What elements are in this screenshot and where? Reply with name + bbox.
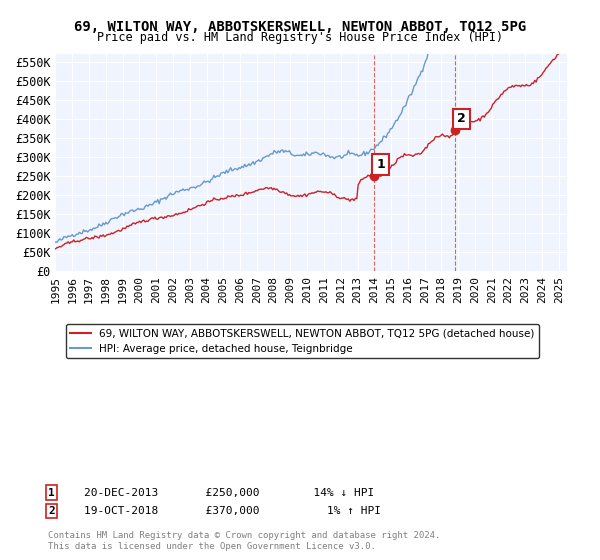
Text: 69, WILTON WAY, ABBOTSKERSWELL, NEWTON ABBOT, TQ12 5PG: 69, WILTON WAY, ABBOTSKERSWELL, NEWTON A… (74, 20, 526, 34)
Text: 2: 2 (48, 506, 55, 516)
Legend: 69, WILTON WAY, ABBOTSKERSWELL, NEWTON ABBOT, TQ12 5PG (detached house), HPI: Av: 69, WILTON WAY, ABBOTSKERSWELL, NEWTON A… (66, 324, 539, 358)
Text: 20-DEC-2013       £250,000        14% ↓ HPI: 20-DEC-2013 £250,000 14% ↓ HPI (84, 488, 374, 498)
Text: Contains HM Land Registry data © Crown copyright and database right 2024.
This d: Contains HM Land Registry data © Crown c… (48, 531, 440, 551)
Text: 1: 1 (376, 158, 385, 171)
Text: 19-OCT-2018       £370,000          1% ↑ HPI: 19-OCT-2018 £370,000 1% ↑ HPI (84, 506, 381, 516)
Text: Price paid vs. HM Land Registry's House Price Index (HPI): Price paid vs. HM Land Registry's House … (97, 31, 503, 44)
Text: 2: 2 (457, 113, 466, 125)
Text: 1: 1 (48, 488, 55, 498)
